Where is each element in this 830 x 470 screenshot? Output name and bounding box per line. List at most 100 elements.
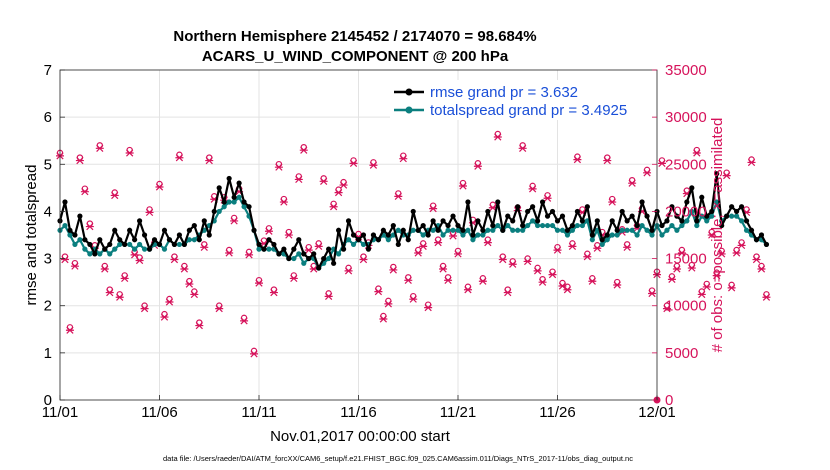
rmse-point xyxy=(420,222,426,229)
obs-assimilated-marker xyxy=(394,192,403,201)
rmse-point xyxy=(624,218,630,224)
spread-point xyxy=(226,199,232,205)
spread-point xyxy=(679,222,685,229)
rmse-point xyxy=(326,246,332,252)
spread-point xyxy=(410,227,416,233)
x-tick-label: 12/01 xyxy=(638,404,676,421)
obs-assimilated-marker xyxy=(623,243,632,251)
rmse-point xyxy=(480,227,486,233)
obs-assimilated-marker xyxy=(429,205,438,213)
spread-point xyxy=(714,199,720,205)
obs-assimilated-marker xyxy=(752,255,761,264)
rmse-point xyxy=(569,222,576,229)
obs-assimilated-marker xyxy=(648,289,657,298)
rmse-point xyxy=(405,237,411,243)
rmse-point xyxy=(211,208,217,215)
rmse-point xyxy=(649,227,655,233)
rmse-point xyxy=(127,227,133,233)
spread-point xyxy=(137,241,143,248)
obs-assimilated-marker xyxy=(677,249,686,257)
spread-point xyxy=(470,237,476,243)
spread-point xyxy=(221,204,227,210)
obs-assimilated-marker xyxy=(70,262,79,270)
rmse-point xyxy=(594,218,600,224)
rmse-point xyxy=(669,204,675,210)
x-tick-label: 11/26 xyxy=(539,404,575,421)
y-right-tick-label: 20000 xyxy=(665,203,707,220)
spread-point xyxy=(455,227,461,233)
obs-assimilated-marker xyxy=(319,177,328,185)
spread-point xyxy=(480,232,486,238)
spread-point xyxy=(644,227,650,233)
rmse-point xyxy=(141,232,148,238)
rmse-point xyxy=(82,237,88,243)
spread-point xyxy=(589,237,595,243)
rmse-point xyxy=(425,232,431,238)
spread-point xyxy=(554,227,561,233)
spread-point xyxy=(67,232,73,238)
obs-assimilated-marker xyxy=(483,238,492,247)
rmse-point xyxy=(763,241,770,248)
obs-assimilated-marker xyxy=(125,149,134,157)
obs-assimilated-marker xyxy=(115,293,124,301)
spread-point xyxy=(669,222,675,229)
rmse-point xyxy=(753,237,760,243)
legend-rmse-label: rmse grand pr = 3.632 xyxy=(430,84,578,101)
rmse-point xyxy=(266,237,272,243)
rmse-point xyxy=(146,246,153,252)
x-tick-label: 11/01 xyxy=(42,404,78,421)
spread-point xyxy=(296,251,302,257)
obs-assimilated-marker xyxy=(563,286,572,294)
rmse-point xyxy=(87,241,93,248)
rmse-point xyxy=(291,246,297,252)
obs-assimilated-marker xyxy=(662,304,671,313)
obs-assimilated-marker xyxy=(100,265,109,273)
rmse-point xyxy=(221,199,227,205)
rmse-point xyxy=(525,208,531,215)
rmse-point xyxy=(132,237,138,243)
spread-point xyxy=(599,241,605,248)
obs-assimilated-marker xyxy=(120,274,129,283)
obs-assimilated-marker xyxy=(230,217,239,225)
spread-point xyxy=(515,227,521,233)
rmse-point xyxy=(316,265,322,271)
obs-assimilated-marker xyxy=(548,271,557,279)
rmse-point xyxy=(530,204,536,210)
spread-point xyxy=(634,232,640,238)
spread-point xyxy=(161,246,168,252)
spread-point xyxy=(743,227,750,233)
rmse-point xyxy=(286,255,292,262)
y-axis-left: 0 1 2 3 4 5 6 7 xyxy=(44,62,65,409)
spread-point xyxy=(649,232,655,238)
y-right-tick-label: 35000 xyxy=(665,62,707,79)
legend-box xyxy=(390,80,652,120)
obs-assimilated-marker xyxy=(374,288,383,296)
obs-assimilated-marker xyxy=(667,275,676,283)
spread-point xyxy=(510,227,516,233)
spread-point xyxy=(440,232,446,238)
rmse-point xyxy=(251,227,257,233)
spread-point xyxy=(345,237,352,243)
legend-spread-label: totalspread grand pr = 3.4925 xyxy=(430,102,627,119)
rmse-point xyxy=(734,208,740,215)
spread-point xyxy=(465,227,471,233)
spread-point xyxy=(385,237,391,243)
rmse-point xyxy=(614,227,620,233)
y-axis-label: rmse and totalspread xyxy=(23,165,40,306)
spread-point xyxy=(689,208,695,215)
rmse-point xyxy=(340,246,347,252)
obs-assimilated-marker xyxy=(329,203,338,211)
rmse-point xyxy=(395,241,401,248)
obs-assimilated-marker xyxy=(274,163,283,171)
obs-assimilated-marker xyxy=(369,161,378,169)
spread-point xyxy=(604,237,610,243)
rmse-point xyxy=(758,232,765,238)
obs-assimilated-marker xyxy=(205,156,214,165)
rmse-point xyxy=(72,232,78,238)
rmse-point xyxy=(336,227,342,233)
rmse-point xyxy=(535,218,541,224)
obs-assimilated-marker xyxy=(245,251,254,259)
spread-point xyxy=(430,227,436,233)
rmse-point xyxy=(390,222,396,229)
rmse-point xyxy=(360,232,367,238)
